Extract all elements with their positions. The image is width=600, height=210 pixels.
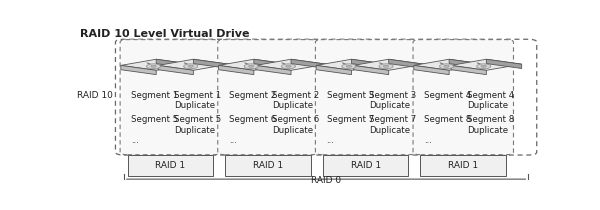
Polygon shape: [414, 65, 449, 75]
Polygon shape: [254, 59, 289, 68]
FancyBboxPatch shape: [421, 155, 506, 176]
Circle shape: [248, 65, 254, 67]
Circle shape: [286, 65, 291, 67]
Text: Segment 5: Segment 5: [131, 115, 179, 124]
Text: RAID 1: RAID 1: [350, 161, 380, 170]
FancyBboxPatch shape: [225, 155, 311, 176]
Polygon shape: [487, 59, 521, 68]
Polygon shape: [256, 65, 291, 75]
FancyBboxPatch shape: [413, 40, 514, 155]
Text: RAID 1: RAID 1: [253, 161, 283, 170]
Polygon shape: [389, 59, 424, 68]
Text: Segment 6: Segment 6: [229, 115, 276, 124]
Text: RAID 0: RAID 0: [311, 176, 341, 185]
Text: Segment 1
Duplicate: Segment 1 Duplicate: [174, 91, 221, 110]
Polygon shape: [449, 59, 484, 68]
Text: Segment 7
Duplicate: Segment 7 Duplicate: [370, 115, 416, 135]
Circle shape: [188, 65, 193, 67]
Circle shape: [346, 65, 352, 67]
Text: Segment 5
Duplicate: Segment 5 Duplicate: [174, 115, 221, 135]
Polygon shape: [158, 65, 193, 75]
Text: Segment 3
Duplicate: Segment 3 Duplicate: [370, 91, 416, 110]
Text: Segment 4: Segment 4: [424, 91, 472, 100]
Circle shape: [444, 65, 449, 67]
Polygon shape: [414, 59, 484, 70]
Text: ...: ...: [131, 136, 139, 145]
Circle shape: [439, 64, 454, 69]
Polygon shape: [353, 65, 389, 75]
Polygon shape: [121, 65, 156, 75]
Text: Segment 8: Segment 8: [424, 115, 472, 124]
Text: Segment 4
Duplicate: Segment 4 Duplicate: [467, 91, 514, 110]
Circle shape: [146, 64, 161, 69]
Polygon shape: [158, 59, 229, 70]
Polygon shape: [316, 59, 387, 70]
Polygon shape: [353, 59, 424, 70]
Text: Segment 7: Segment 7: [326, 115, 374, 124]
Text: RAID 1: RAID 1: [155, 161, 185, 170]
Circle shape: [383, 65, 389, 67]
Text: Segment 2: Segment 2: [229, 91, 276, 100]
Polygon shape: [193, 59, 229, 68]
Text: ...: ...: [424, 136, 432, 145]
Polygon shape: [256, 59, 326, 70]
Polygon shape: [352, 59, 387, 68]
Circle shape: [281, 64, 295, 69]
Text: ...: ...: [326, 136, 334, 145]
Text: Segment 3: Segment 3: [326, 91, 374, 100]
Circle shape: [379, 64, 393, 69]
Polygon shape: [218, 59, 289, 70]
FancyBboxPatch shape: [120, 40, 221, 155]
Text: RAID 1: RAID 1: [448, 161, 478, 170]
FancyBboxPatch shape: [218, 40, 318, 155]
Circle shape: [342, 64, 356, 69]
Text: ...: ...: [229, 136, 237, 145]
FancyBboxPatch shape: [128, 155, 213, 176]
FancyBboxPatch shape: [323, 155, 409, 176]
Polygon shape: [291, 59, 326, 68]
Circle shape: [151, 65, 156, 67]
Polygon shape: [121, 59, 191, 70]
Text: Segment 1: Segment 1: [131, 91, 179, 100]
Circle shape: [244, 64, 258, 69]
Text: RAID 10: RAID 10: [77, 91, 113, 100]
Text: RAID 10 Level Virtual Drive: RAID 10 Level Virtual Drive: [80, 29, 249, 39]
FancyBboxPatch shape: [316, 40, 416, 155]
Text: Segment 8
Duplicate: Segment 8 Duplicate: [467, 115, 514, 135]
Polygon shape: [156, 59, 191, 68]
Text: Segment 2
Duplicate: Segment 2 Duplicate: [272, 91, 319, 110]
Polygon shape: [451, 65, 487, 75]
Text: Segment 6
Duplicate: Segment 6 Duplicate: [272, 115, 319, 135]
Circle shape: [481, 65, 487, 67]
Polygon shape: [451, 59, 521, 70]
Circle shape: [184, 64, 198, 69]
Polygon shape: [218, 65, 254, 75]
Polygon shape: [316, 65, 352, 75]
Circle shape: [476, 64, 491, 69]
